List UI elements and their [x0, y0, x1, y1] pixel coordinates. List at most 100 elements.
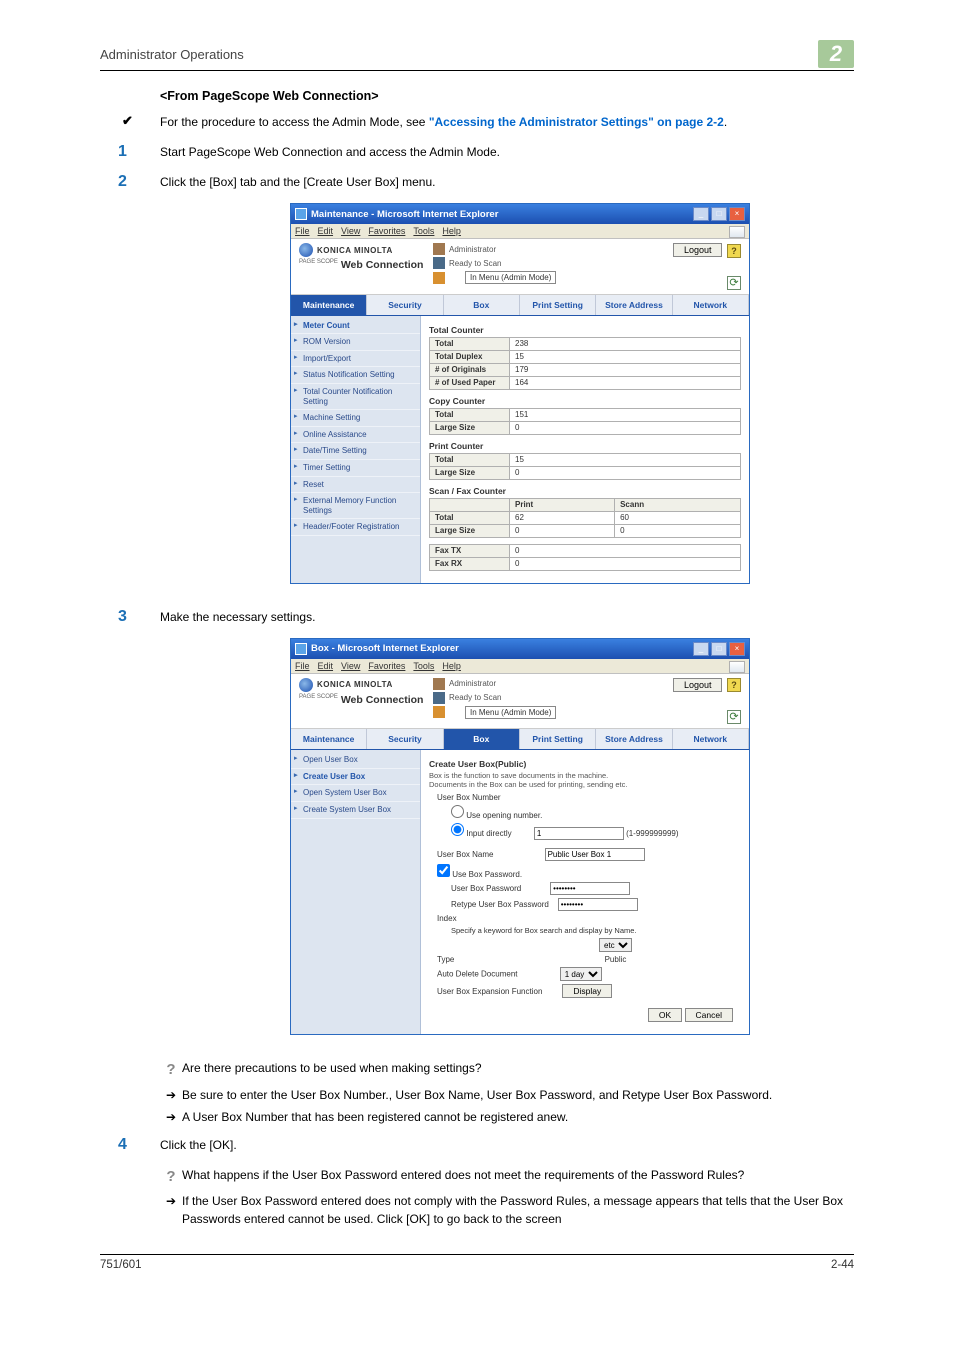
ie-flag-icon-2 [729, 661, 745, 673]
sidebar-machine-setting[interactable]: Machine Setting [291, 410, 420, 427]
footer-page: 2-44 [831, 1259, 854, 1271]
use-password-checkbox[interactable] [437, 864, 450, 877]
tab-network[interactable]: Network [673, 295, 749, 315]
sidebar-rom-version[interactable]: ROM Version [291, 334, 420, 351]
minimize-button[interactable]: _ [693, 207, 709, 221]
copy-counter-table: Total151 Large Size0 [429, 408, 741, 435]
sidebar-import-export[interactable]: Import/Export [291, 351, 420, 368]
logout-button-2[interactable]: Logout [673, 678, 723, 692]
menu-favorites[interactable]: Favorites [368, 226, 405, 236]
sidebar-status-notif[interactable]: Status Notification Setting [291, 367, 420, 384]
tc-orig-value: 179 [510, 363, 741, 376]
arrow-icon-3: ➔ [160, 1192, 182, 1228]
menu-help[interactable]: Help [442, 226, 461, 236]
sidebar-reset[interactable]: Reset [291, 477, 420, 494]
help-button[interactable]: ? [727, 244, 741, 258]
web-connection-label: PAGE SCOPE Web Connection [299, 259, 429, 271]
menu-favorites-2[interactable]: Favorites [368, 661, 405, 671]
administrator-label: Administrator [449, 245, 496, 254]
sidebar-header-footer[interactable]: Header/Footer Registration [291, 519, 420, 536]
menu-view-2[interactable]: View [341, 661, 360, 671]
sidebar-open-user-box[interactable]: Open User Box [291, 752, 420, 769]
close-button-2[interactable]: × [729, 642, 745, 656]
checkmark-icon: ✔ [100, 113, 160, 131]
auto-delete-select[interactable]: 1 day [560, 967, 602, 981]
box-number-input[interactable] [534, 827, 624, 840]
menu-edit-2[interactable]: Edit [318, 661, 334, 671]
radio-input-directly[interactable] [451, 823, 464, 836]
ie-window-title-2: Box - Microsoft Internet Explorer [311, 643, 691, 654]
logout-button[interactable]: Logout [673, 243, 723, 257]
refresh-button[interactable]: ⟳ [727, 276, 741, 290]
tab-network-2[interactable]: Network [673, 729, 749, 749]
menu-help-2[interactable]: Help [442, 661, 461, 671]
printer-icon [433, 257, 445, 269]
maintenance-sidebar: Meter Count ROM Version Import/Export St… [291, 316, 421, 583]
sidebar-datetime[interactable]: Date/Time Setting [291, 443, 420, 460]
sidebar-create-user-box[interactable]: Create User Box [291, 769, 420, 786]
tab-security-2[interactable]: Security [367, 729, 443, 749]
tab-box[interactable]: Box [444, 295, 520, 315]
ready-status-2: Ready to Scan [449, 693, 501, 702]
retype-password-label: Retype User Box Password [451, 900, 549, 909]
step-number-3: 3 [100, 608, 160, 626]
tab-security[interactable]: Security [367, 295, 443, 315]
ok-button[interactable]: OK [648, 1008, 682, 1022]
box-password-input[interactable] [550, 882, 630, 895]
arrow-icon-2: ➔ [160, 1108, 182, 1126]
tab-store-address[interactable]: Store Address [596, 295, 672, 315]
tab-maintenance-2[interactable]: Maintenance [291, 729, 367, 749]
refresh-button-2[interactable]: ⟳ [727, 710, 741, 724]
web-connection-label-2: PAGE SCOPE Web Connection [299, 694, 429, 706]
sidebar-create-sys-box[interactable]: Create System User Box [291, 802, 420, 819]
input-directly-label: Input directly [466, 829, 511, 838]
tc-orig-label: # of Originals [430, 363, 510, 376]
minimize-button-2[interactable]: _ [693, 642, 709, 656]
tab-box-2[interactable]: Box [444, 729, 520, 749]
cc-large-label: Large Size [430, 421, 510, 434]
menu-file[interactable]: File [295, 226, 310, 236]
tab-maintenance[interactable]: Maintenance [291, 295, 367, 315]
sidebar-timer[interactable]: Timer Setting [291, 460, 420, 477]
maximize-button-2[interactable]: □ [711, 642, 727, 656]
box-password-label: User Box Password [451, 884, 521, 893]
menu-view[interactable]: View [341, 226, 360, 236]
box-name-input[interactable] [545, 848, 645, 861]
menu-edit[interactable]: Edit [318, 226, 334, 236]
tab-print-setting[interactable]: Print Setting [520, 295, 596, 315]
sidebar-online-assist[interactable]: Online Assistance [291, 427, 420, 444]
fax-tx-label: Fax TX [430, 544, 510, 557]
step-4-text: Click the [OK]. [160, 1136, 854, 1154]
retype-password-input[interactable] [558, 898, 638, 911]
admin-settings-link[interactable]: "Accessing the Administrator Settings" o… [429, 115, 724, 129]
box-main: Create User Box(Public) Box is the funct… [421, 750, 749, 1034]
display-button[interactable]: Display [562, 984, 612, 998]
maximize-button[interactable]: □ [711, 207, 727, 221]
index-label: Index [429, 914, 741, 923]
tab-store-address-2[interactable]: Store Address [596, 729, 672, 749]
tab-print-setting-2[interactable]: Print Setting [520, 729, 596, 749]
sf-large-print: 0 [510, 524, 615, 537]
footer-model: 751/601 [100, 1259, 142, 1271]
question-icon: ? [160, 1059, 182, 1082]
sidebar-open-sys-box[interactable]: Open System User Box [291, 785, 420, 802]
sf-large-label: Large Size [430, 524, 510, 537]
detail-a3: If the User Box Password entered does no… [182, 1192, 854, 1228]
menu-file-2[interactable]: File [295, 661, 310, 671]
cancel-button[interactable]: Cancel [685, 1008, 733, 1022]
printer-icon-2 [433, 692, 445, 704]
detail-q1: Are there precautions to be used when ma… [182, 1059, 854, 1082]
help-button-2[interactable]: ? [727, 678, 741, 692]
sidebar-ext-memory[interactable]: External Memory Function Settings [291, 493, 420, 519]
sidebar-total-counter-notif[interactable]: Total Counter Notification Setting [291, 384, 420, 410]
menu-tools-2[interactable]: Tools [413, 661, 434, 671]
menu-tools[interactable]: Tools [413, 226, 434, 236]
arrow-icon: ➔ [160, 1086, 182, 1104]
radio-use-opening[interactable] [451, 805, 464, 818]
sidebar-meter-count[interactable]: Meter Count [291, 318, 420, 335]
fax-table: Fax TX0 Fax RX0 [429, 544, 741, 571]
total-counter-title: Total Counter [429, 325, 741, 335]
close-button[interactable]: × [729, 207, 745, 221]
procedure-note-suffix: . [724, 115, 727, 129]
index-select[interactable]: etc [599, 938, 632, 952]
